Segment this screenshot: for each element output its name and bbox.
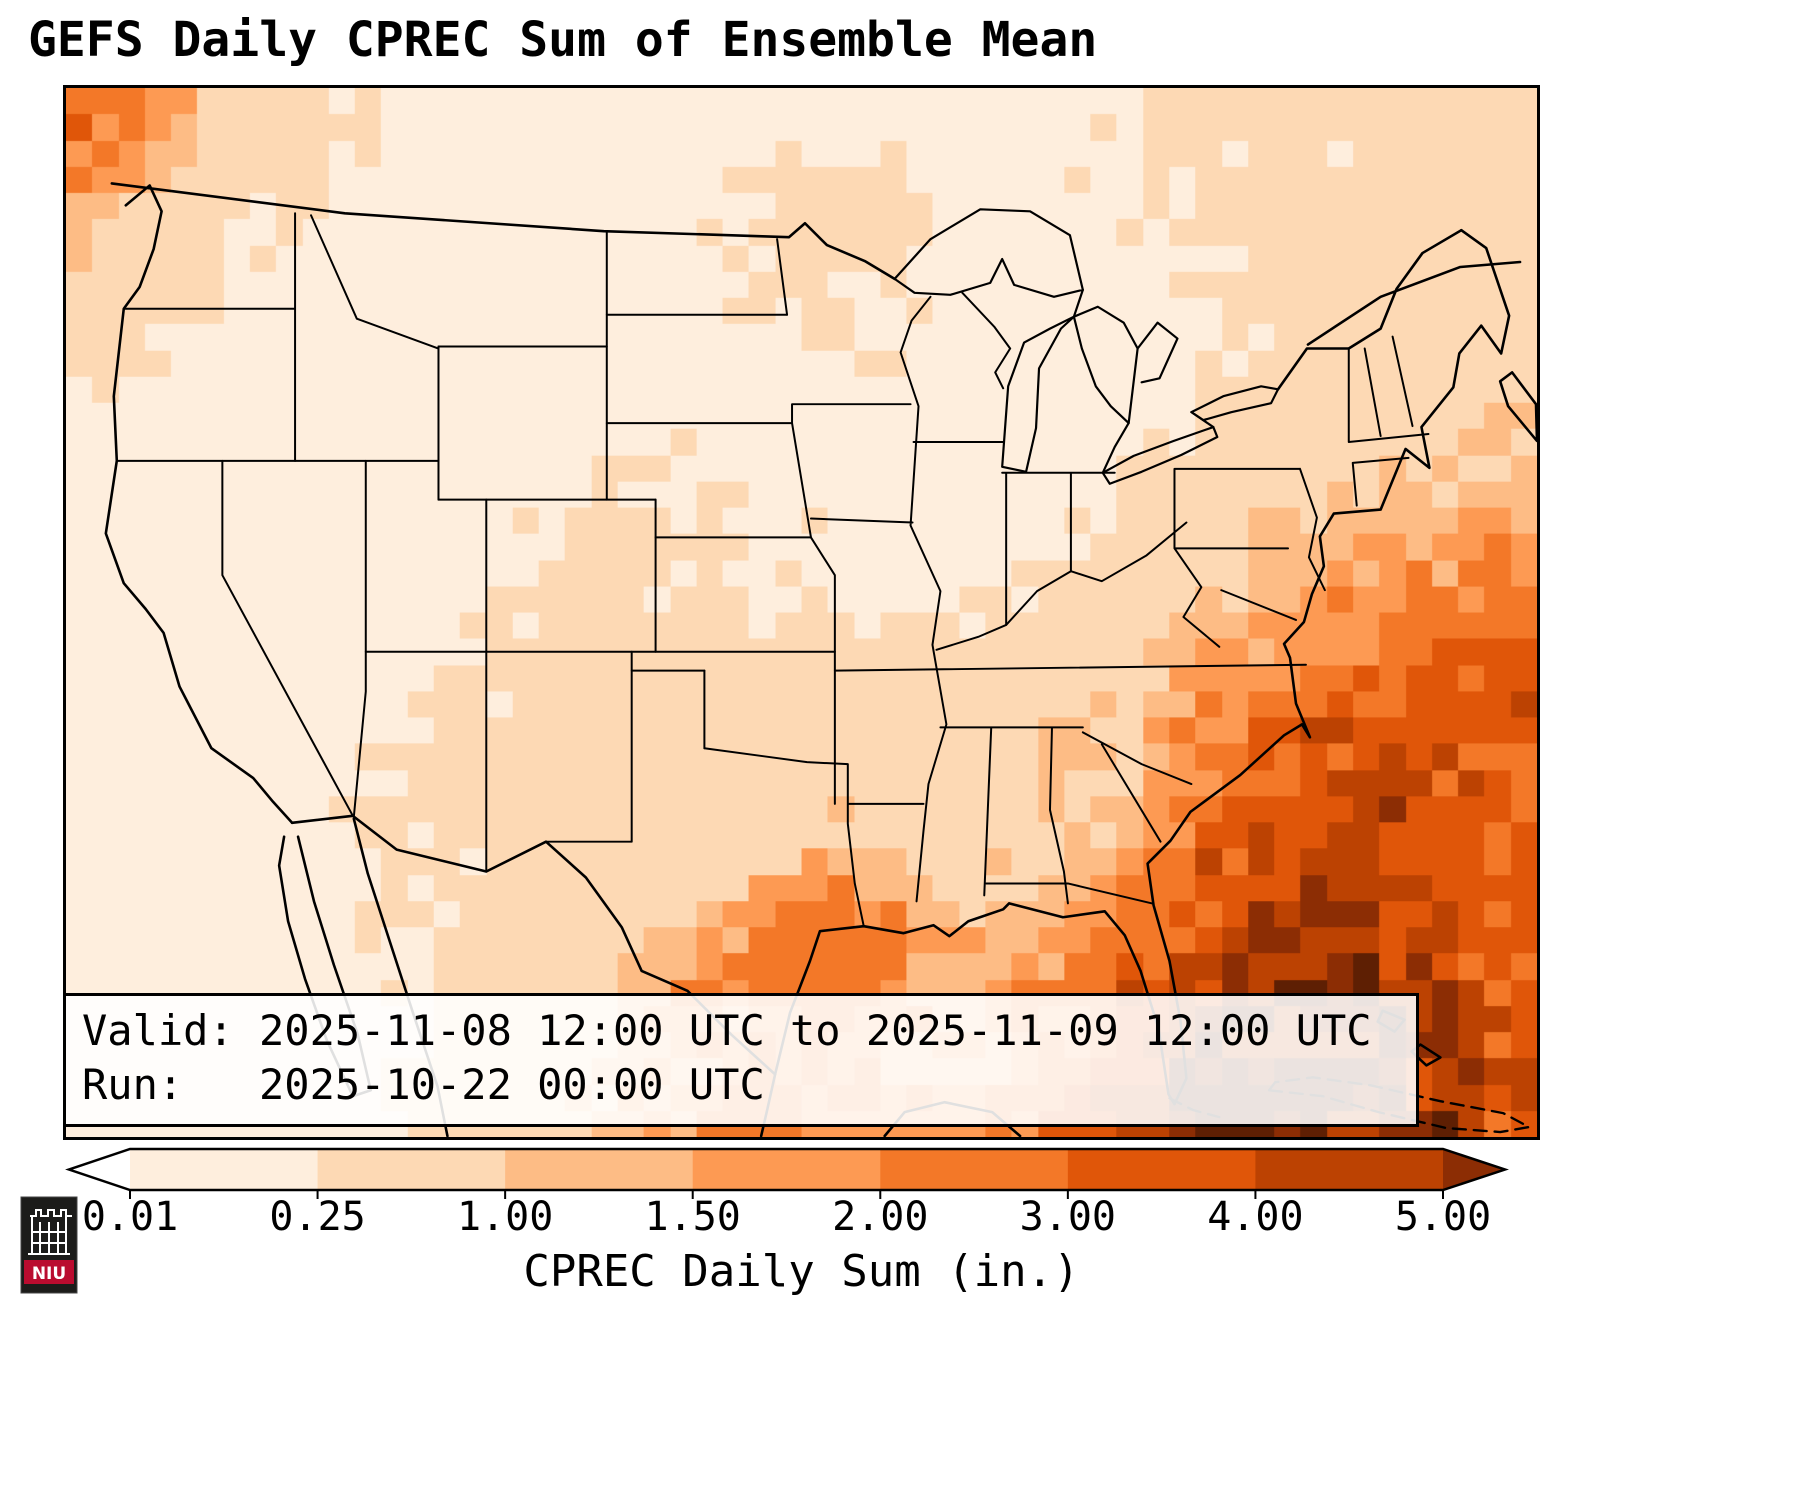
valid-time-text: Valid: 2025-11-08 12:00 UTC to 2025-11-0… xyxy=(82,1006,1372,1055)
logo-text: NIU xyxy=(32,1264,66,1284)
lake-michigan xyxy=(1001,315,1075,473)
colorbar-segment xyxy=(1067,1149,1257,1190)
colorbar-tick-label: 0.25 xyxy=(269,1194,366,1240)
run-time-text: Run: 2025-10-22 00:00 UTC xyxy=(82,1060,765,1109)
colorbar-segment xyxy=(317,1149,506,1190)
gulf-atlantic-coastline xyxy=(773,228,1511,1106)
state-borders-south xyxy=(703,663,1307,928)
lake-ontario xyxy=(1190,385,1280,422)
state-borders-west-vertical xyxy=(221,212,706,873)
colorbar-over-arrow xyxy=(1443,1149,1505,1190)
colorbar-under-arrow xyxy=(69,1149,130,1190)
colorbar-tick-label: 1.50 xyxy=(644,1194,741,1240)
lake-erie xyxy=(1101,425,1219,485)
valid-run-annotation-box: Valid: 2025-11-08 12:00 UTC to 2025-11-0… xyxy=(66,993,1419,1127)
lake-connecting-channels xyxy=(1072,288,1215,474)
colorbar-segment xyxy=(692,1149,882,1190)
lake-huron xyxy=(1072,305,1179,425)
colorbar-tick-label: 3.00 xyxy=(1019,1194,1117,1240)
idaho-montana-border xyxy=(310,214,440,350)
precip-canvas xyxy=(66,88,1537,1137)
ohio-river-border xyxy=(935,521,1188,651)
niu-logo: NIU xyxy=(20,1196,78,1294)
colorbar-tick-label: 5.00 xyxy=(1394,1194,1492,1240)
logo-band xyxy=(24,1260,74,1284)
pacific-coastline xyxy=(104,184,294,825)
colorbar-label: CPREC Daily Sum (in.) xyxy=(523,1246,1080,1297)
maine-canada-border xyxy=(1276,228,1463,391)
state-borders-west-horizontal xyxy=(115,307,836,672)
castle-icon xyxy=(28,1209,72,1255)
figure-title: GEFS Daily CPREC Sum of Ensemble Mean xyxy=(28,12,1098,68)
colorbar-tick-label: 4.00 xyxy=(1207,1194,1304,1240)
precip-map: Valid: 2025-11-08 12:00 UTC to 2025-11-0… xyxy=(63,85,1540,1140)
colorbar-segment xyxy=(505,1149,694,1190)
canada-border xyxy=(110,182,896,281)
colorbar-tick-label: 1.00 xyxy=(456,1194,554,1240)
lake-superior xyxy=(893,208,1084,298)
st-lawrence-shore xyxy=(1306,260,1537,443)
colorbar xyxy=(65,1147,1509,1199)
colorbar-segment xyxy=(1255,1149,1444,1190)
colorbar-tick-label: 2.00 xyxy=(832,1194,929,1240)
basemap-borders xyxy=(104,182,1537,1137)
state-borders-northeast xyxy=(1173,335,1430,648)
colorbar-segment xyxy=(880,1149,1069,1190)
colorbar-segment xyxy=(130,1149,319,1190)
state-borders-midwest xyxy=(776,238,1116,903)
colorbar-tick-label: 0.01 xyxy=(81,1194,179,1240)
